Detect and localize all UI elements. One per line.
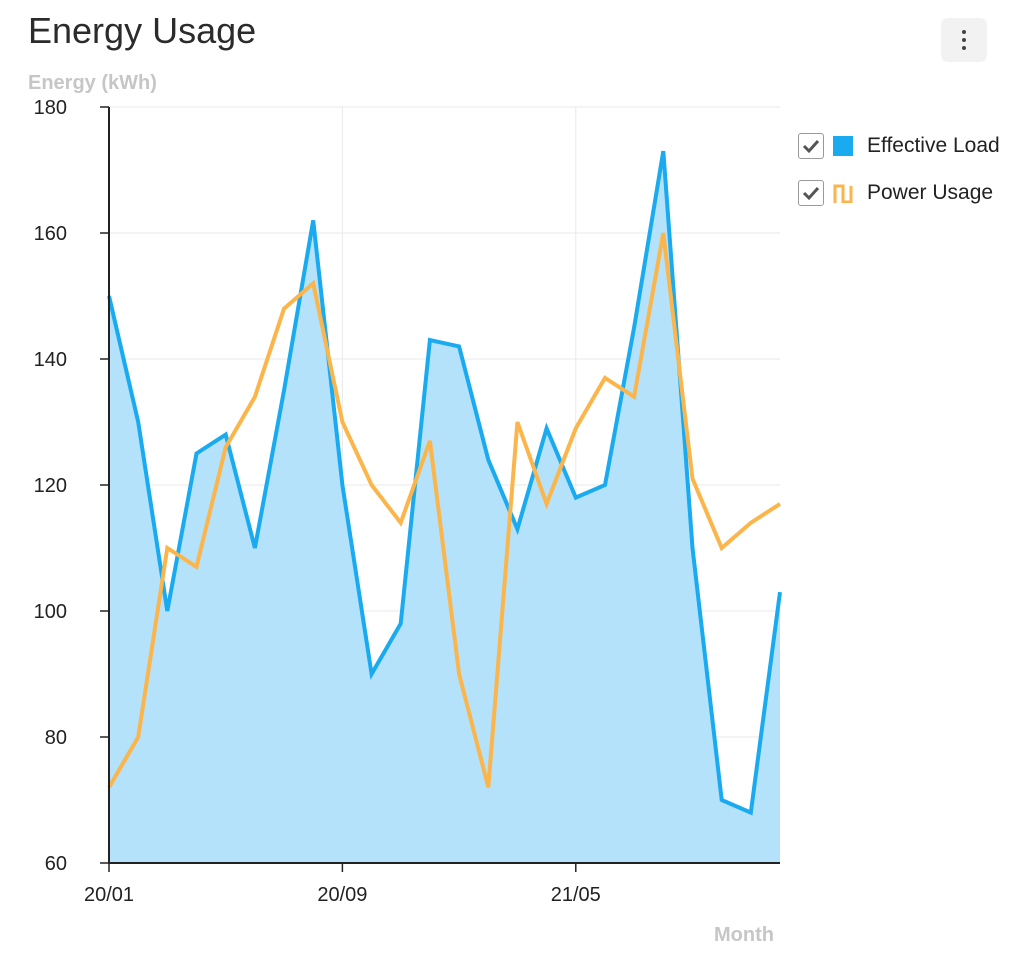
more-options-button[interactable] bbox=[941, 18, 987, 62]
square-wave-icon bbox=[833, 184, 853, 203]
legend-item-effective-load[interactable]: Effective Load bbox=[798, 130, 1000, 162]
checkmark-icon bbox=[802, 139, 820, 154]
legend-label: Power Usage bbox=[867, 181, 994, 204]
y-tick-label: 100 bbox=[34, 601, 67, 623]
chart-title: Energy Usage bbox=[28, 10, 257, 51]
x-tick-label: 20/01 bbox=[84, 884, 134, 906]
y-tick-label: 60 bbox=[45, 853, 67, 875]
series-line-effective-load bbox=[107, 150, 782, 816]
square-icon bbox=[833, 136, 853, 156]
y-tick-label: 120 bbox=[34, 475, 67, 497]
x-tick-label: 20/09 bbox=[317, 884, 367, 906]
series-layer bbox=[107, 150, 782, 864]
checkmark-icon bbox=[802, 186, 820, 201]
more-vertical-icon bbox=[962, 30, 966, 50]
checkbox-power-usage[interactable] bbox=[798, 180, 824, 206]
tick-labels: 60 80 100 120 140 160 180 20/01 20/09 21/05 bbox=[34, 97, 601, 906]
series-area-fill bbox=[109, 151, 780, 864]
y-axis-title: Energy (kWh) bbox=[28, 72, 157, 94]
series-line-power-usage bbox=[107, 232, 782, 789]
legend-label: Effective Load bbox=[867, 134, 1000, 157]
axes bbox=[100, 106, 780, 872]
y-tick-label: 80 bbox=[45, 727, 67, 749]
checkbox-effective-load[interactable] bbox=[798, 133, 824, 159]
legend: Effective Load Power Usage bbox=[798, 130, 1000, 224]
y-tick-label: 140 bbox=[34, 349, 67, 371]
x-tick-label: 21/05 bbox=[551, 884, 601, 906]
x-axis-title: Month bbox=[714, 924, 774, 946]
y-tick-label: 160 bbox=[34, 223, 67, 245]
y-tick-label: 180 bbox=[34, 97, 67, 119]
legend-item-power-usage[interactable]: Power Usage bbox=[798, 177, 1000, 209]
